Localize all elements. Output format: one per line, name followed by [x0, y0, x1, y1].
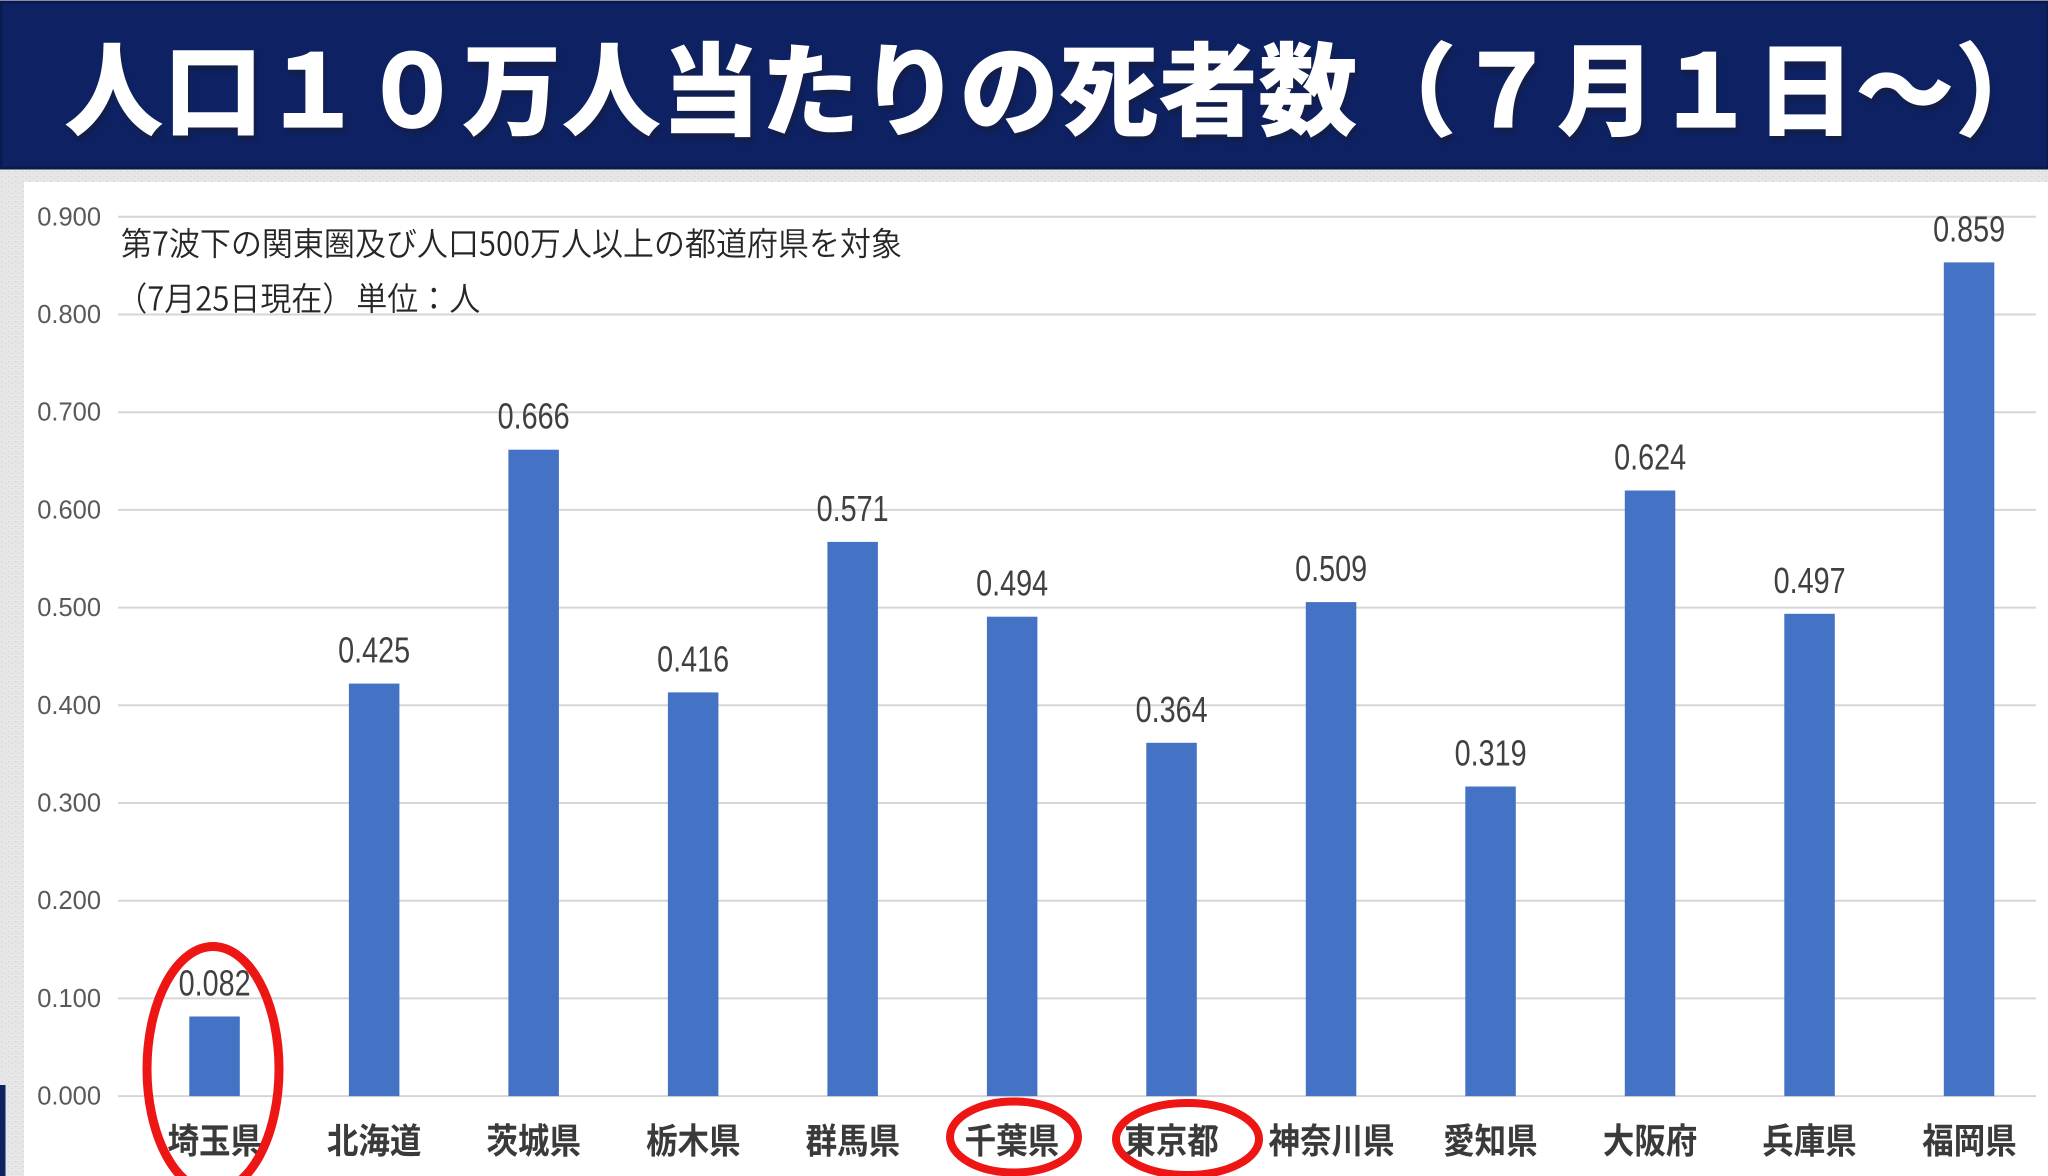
svg-text:0.494: 0.494 — [976, 563, 1048, 604]
svg-text:0.300: 0.300 — [37, 790, 101, 818]
svg-text:0.000: 0.000 — [37, 1083, 101, 1111]
svg-text:0.400: 0.400 — [37, 692, 101, 720]
svg-text:0.497: 0.497 — [1774, 560, 1846, 601]
svg-text:0.900: 0.900 — [37, 203, 101, 231]
svg-text:0.800: 0.800 — [37, 301, 101, 329]
svg-text:0.571: 0.571 — [817, 488, 889, 529]
svg-text:0.200: 0.200 — [37, 887, 101, 915]
svg-text:0.509: 0.509 — [1295, 548, 1367, 589]
svg-text:0.500: 0.500 — [37, 594, 101, 622]
svg-text:0.425: 0.425 — [338, 630, 410, 671]
svg-text:0.624: 0.624 — [1614, 437, 1686, 478]
svg-text:0.666: 0.666 — [498, 396, 570, 437]
svg-text:0.319: 0.319 — [1455, 733, 1527, 774]
svg-text:0.100: 0.100 — [37, 985, 101, 1013]
svg-text:0.416: 0.416 — [657, 638, 729, 679]
svg-text:0.859: 0.859 — [1933, 208, 2005, 249]
svg-text:0.700: 0.700 — [37, 399, 101, 427]
svg-text:0.082: 0.082 — [179, 963, 251, 1004]
svg-text:0.364: 0.364 — [1136, 689, 1208, 730]
svg-text:0.600: 0.600 — [37, 496, 101, 524]
